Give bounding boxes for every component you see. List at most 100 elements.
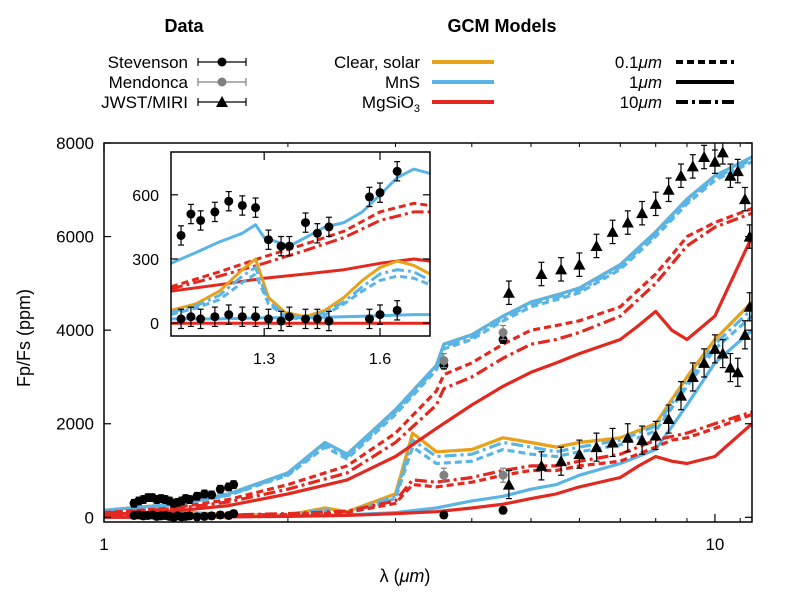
main-marker-triangle <box>502 478 515 490</box>
inset-point-stevenson <box>312 308 322 330</box>
legend-label-jwst-miri: JWST/MIRI <box>101 93 188 112</box>
inset-frame <box>170 151 431 337</box>
inset-ytick-label: 600 <box>132 188 159 205</box>
main-marker-circle <box>215 484 225 494</box>
main-marker-triangle <box>731 165 744 177</box>
main-point-stevenson <box>207 511 217 521</box>
main-xtick-label: 1 <box>99 535 108 554</box>
inset-marker-circle <box>324 222 334 232</box>
main-point-jwst-miri <box>590 233 603 259</box>
main-series-mgsio3-10-m-nightside <box>104 410 752 518</box>
main-marker-triangle <box>724 169 737 181</box>
legend-label-mns: MnS <box>385 73 420 92</box>
inset-series-mns-1-m-dayside <box>171 167 430 265</box>
main-marker-triangle <box>621 431 634 443</box>
legend-marker-mendonca <box>217 77 227 87</box>
main-xtick-label: 10 <box>705 535 724 554</box>
main-frame <box>103 142 753 523</box>
main-point-jwst-miri <box>731 158 744 184</box>
y-axis-label: Fp/Fs (ppm) <box>14 289 34 387</box>
main-marker-triangle <box>573 258 586 270</box>
inset-point-stevenson <box>251 197 261 218</box>
main-marker-circle <box>439 510 449 520</box>
main-marker-triangle <box>555 455 568 467</box>
main-point-jwst-miri <box>573 252 586 277</box>
main-point-mendonca <box>498 467 508 483</box>
main-marker-circle <box>199 489 209 499</box>
inset-point-stevenson <box>210 201 220 223</box>
main-marker-triangle <box>621 216 634 228</box>
main-series-mns-10-m-nightside <box>104 307 752 519</box>
main-marker-triangle <box>743 300 752 312</box>
inset-marker-circle <box>263 235 273 245</box>
main-marker-triangle <box>675 169 688 181</box>
inset-point-stevenson <box>224 190 234 212</box>
main-point-stevenson <box>439 510 449 520</box>
inset-marker-circle <box>276 241 286 251</box>
inset-point-stevenson <box>210 306 220 327</box>
main-marker-triangle <box>555 263 568 275</box>
main-point-jwst-miri <box>675 163 688 189</box>
main-marker-triangle <box>662 413 675 425</box>
inset-point-stevenson <box>301 212 311 233</box>
main-marker-triangle <box>535 459 548 471</box>
main-point-jwst-miri <box>686 154 699 179</box>
inset-point-stevenson <box>284 235 294 257</box>
main-marker-triangle <box>502 286 515 298</box>
main-marker-triangle <box>606 225 619 237</box>
main-point-jwst-miri <box>573 439 586 469</box>
main-point-jwst-miri <box>621 423 634 453</box>
legend-marker-jwst-miri <box>216 96 228 107</box>
main-point-stevenson <box>207 490 217 500</box>
main-ytick-label: 6000 <box>56 228 94 247</box>
inset-marker-circle <box>312 314 322 324</box>
main-marker-circle <box>192 491 202 501</box>
main-marker-triangle <box>590 239 603 251</box>
main-marker-triangle <box>731 366 744 378</box>
inset-point-stevenson <box>237 195 247 216</box>
main-marker-triangle <box>636 207 649 219</box>
inset-marker-circle <box>284 241 294 251</box>
main-point-jwst-miri <box>621 210 634 235</box>
inset-point-stevenson <box>224 304 234 325</box>
inset-marker-circle <box>375 188 385 198</box>
main-marker-circle <box>498 470 508 480</box>
inset-point-stevenson <box>263 229 273 250</box>
x-axis-label-unit: μm <box>399 566 425 586</box>
main-point-jwst-miri <box>698 144 711 170</box>
main-point-jwst-miri <box>738 186 751 212</box>
x-axis-label-suffix: ) <box>424 566 430 586</box>
inset-marker-circle <box>276 316 286 326</box>
inset-point-stevenson <box>364 186 374 208</box>
main-point-jwst-miri <box>606 219 619 245</box>
legend-marker-stevenson <box>217 57 227 67</box>
inset-plot: 0 300 600 1.3 1.6 <box>132 151 431 368</box>
main-ytick-label: 8000 <box>56 134 94 153</box>
inset-point-stevenson <box>324 216 334 238</box>
inset-marker-circle <box>284 312 294 322</box>
main-marker-circle <box>498 328 508 337</box>
main-series-mgsio3-10-m-dayside <box>104 211 752 515</box>
main-point-jwst-miri <box>606 427 619 458</box>
inset-xtick-label: 1.6 <box>369 351 391 368</box>
main-point-jwst-miri <box>738 320 751 350</box>
main-point-jwst-miri <box>675 381 688 411</box>
main-point-jwst-miri <box>555 446 568 476</box>
main-marker-triangle <box>738 193 751 205</box>
main-ytick-label: 4000 <box>56 321 94 340</box>
inset-series-mgsio3-0-1-m-dayside <box>171 201 430 289</box>
inset-point-stevenson <box>176 225 186 246</box>
main-point-stevenson <box>192 491 202 501</box>
main-ytick-label: 0 <box>85 508 94 527</box>
inset-marker-circle <box>301 314 311 324</box>
main-marker-triangle <box>675 389 688 401</box>
main-marker-triangle <box>590 441 603 453</box>
inset-point-stevenson <box>276 235 286 257</box>
inset-marker-circle <box>186 312 196 322</box>
legend-label-mgsio: MgSiO3 <box>362 93 420 115</box>
inset-point-stevenson <box>364 308 374 330</box>
main-point-jwst-miri <box>716 338 729 369</box>
inset-marker-circle <box>196 314 206 324</box>
main-point-stevenson <box>215 510 225 520</box>
